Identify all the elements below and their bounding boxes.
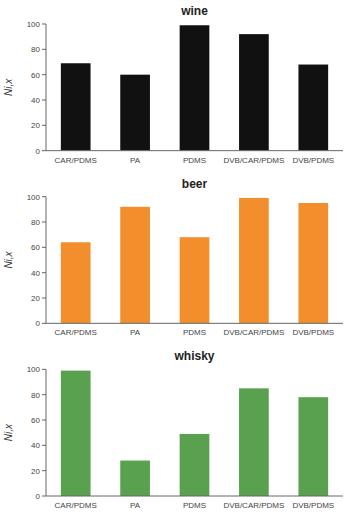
y-tick bbox=[42, 394, 46, 395]
x-axis-line bbox=[46, 323, 343, 324]
y-tick bbox=[42, 496, 46, 497]
title: wine bbox=[180, 4, 208, 18]
bars bbox=[61, 371, 328, 496]
bar bbox=[298, 203, 328, 323]
bar bbox=[61, 371, 91, 496]
y-tick bbox=[42, 369, 46, 370]
y-tick-label: 60 bbox=[31, 243, 40, 252]
panel: wine Ni,x 0 20 40 60 80 100 CAR/PDMS PA PDMS DVB/CA… bbox=[3, 4, 343, 165]
y-tick bbox=[42, 420, 46, 421]
x-tick-label: PA bbox=[130, 501, 141, 510]
bar bbox=[298, 397, 328, 496]
y-tick-label: 0 bbox=[36, 492, 41, 501]
y-axis-line bbox=[46, 24, 47, 151]
bar bbox=[120, 207, 150, 324]
x-tick-label: PA bbox=[130, 328, 141, 337]
y-tick-label: 80 bbox=[31, 45, 40, 54]
bars bbox=[61, 198, 328, 323]
bar bbox=[298, 65, 328, 151]
x-tick-label: PDMS bbox=[183, 328, 206, 337]
y-tick bbox=[42, 445, 46, 446]
y-tick bbox=[42, 272, 46, 273]
y-tick-label: 0 bbox=[36, 319, 41, 328]
y-tick-label: 80 bbox=[31, 391, 40, 400]
y-tick-label: 40 bbox=[31, 269, 40, 278]
y-tick bbox=[42, 150, 46, 151]
title: beer bbox=[182, 177, 208, 191]
y-tick-label: 20 bbox=[31, 294, 40, 303]
x-tick-label: DVB/PDMS bbox=[292, 328, 334, 337]
bar bbox=[180, 434, 210, 496]
y-tick bbox=[42, 323, 46, 324]
figure: wine Ni,x 0 20 40 60 80 100 CAR/PDMS PA PDMS DVB/CA… bbox=[0, 0, 353, 518]
y-tick bbox=[42, 24, 46, 25]
y-tick bbox=[42, 298, 46, 299]
bar bbox=[61, 242, 91, 323]
y-axis-label: Ni,x bbox=[3, 78, 14, 96]
x-tick-label: DVB/CAR/PDMS bbox=[223, 156, 284, 165]
bar bbox=[180, 237, 210, 323]
y-tick bbox=[42, 247, 46, 248]
y-tick-label: 100 bbox=[27, 20, 41, 29]
x-axis-line bbox=[46, 496, 343, 497]
y-tick-label: 100 bbox=[27, 365, 41, 374]
x-tick-label: PDMS bbox=[183, 156, 206, 165]
x-tick-label: PDMS bbox=[183, 501, 206, 510]
y-tick-label: 60 bbox=[31, 71, 40, 80]
y-axis-label: Ni,x bbox=[3, 250, 14, 268]
bar bbox=[61, 63, 91, 150]
bars bbox=[61, 25, 328, 150]
bar bbox=[180, 25, 210, 150]
y-axis-label: Ni,x bbox=[3, 423, 14, 441]
panel: whisky Ni,x 0 20 40 60 80 100 CAR/PDMS PA PDMS DVB/… bbox=[3, 349, 343, 510]
x-tick-label: DVB/PDMS bbox=[292, 156, 334, 165]
x-tick-label: CAR/PDMS bbox=[55, 328, 97, 337]
bar bbox=[120, 75, 150, 151]
bar bbox=[120, 461, 150, 496]
title: whisky bbox=[173, 349, 214, 363]
y-tick bbox=[42, 470, 46, 471]
x-tick-label: CAR/PDMS bbox=[55, 156, 97, 165]
x-axis-line bbox=[46, 150, 343, 151]
y-tick-label: 40 bbox=[31, 96, 40, 105]
x-tick-label: CAR/PDMS bbox=[55, 501, 97, 510]
y-axis-line bbox=[46, 197, 47, 324]
y-tick-label: 100 bbox=[27, 193, 41, 202]
y-tick-label: 60 bbox=[31, 416, 40, 425]
y-tick bbox=[42, 100, 46, 101]
x-tick-label: PA bbox=[130, 156, 141, 165]
y-tick-label: 20 bbox=[31, 121, 40, 130]
y-tick bbox=[42, 125, 46, 126]
y-tick-label: 20 bbox=[31, 467, 40, 476]
bar bbox=[239, 388, 269, 496]
y-tick bbox=[42, 74, 46, 75]
bar bbox=[239, 198, 269, 323]
y-tick bbox=[42, 196, 46, 197]
y-tick-label: 0 bbox=[36, 147, 41, 156]
y-tick bbox=[42, 49, 46, 50]
x-tick-label: DVB/CAR/PDMS bbox=[223, 328, 284, 337]
y-tick bbox=[42, 222, 46, 223]
y-tick-label: 40 bbox=[31, 441, 40, 450]
x-tick-label: DVB/PDMS bbox=[292, 501, 334, 510]
bar bbox=[239, 34, 269, 151]
y-tick-label: 80 bbox=[31, 218, 40, 227]
panel: beer Ni,x 0 20 40 60 80 100 CAR/PDMS PA PDMS DVB/CA… bbox=[3, 177, 343, 338]
y-axis-line bbox=[46, 369, 47, 496]
x-tick-label: DVB/CAR/PDMS bbox=[223, 501, 284, 510]
